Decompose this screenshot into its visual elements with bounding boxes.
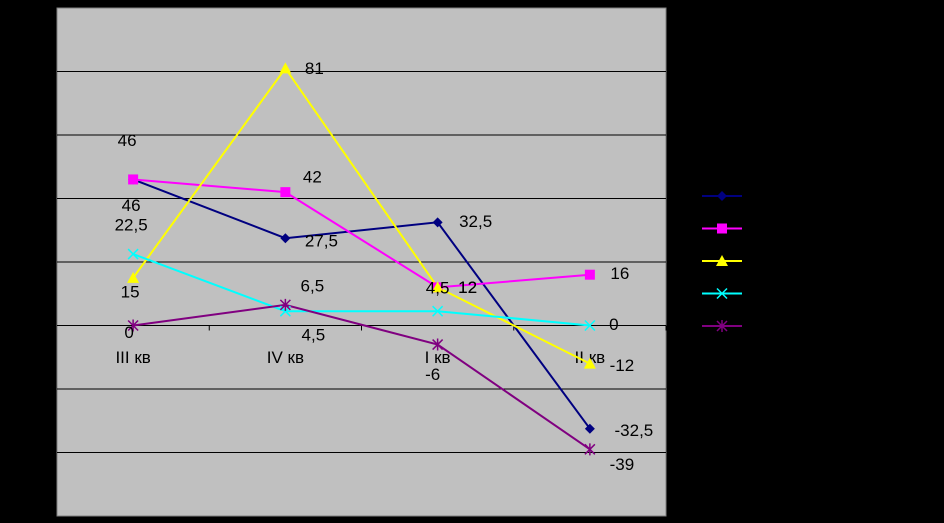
point-marker [432,338,444,351]
point-marker [127,271,140,283]
x-tick-label: III кв [115,348,150,367]
point-marker [128,174,139,185]
data-label: 12 [458,278,477,297]
data-label: 16 [610,264,629,283]
data-label: 27,5 [305,232,338,251]
data-label: -12 [610,356,635,375]
data-label: 4,5 [302,326,326,345]
series-line [132,253,590,327]
data-label: -32,5 [615,421,654,440]
data-label: 12 [458,278,477,297]
legend-marker [716,255,728,266]
legend-marker [716,320,728,332]
x-tick-label: IV кв [267,348,304,367]
data-label: 22,5 [115,216,148,235]
data-label: 46 [122,196,141,215]
data-label: -6 [425,365,440,384]
series-line [132,303,591,451]
legend-marker [717,223,727,234]
data-label: 6,5 [301,276,325,295]
point-marker [583,357,596,369]
data-label: -39 [610,455,635,474]
point-marker [584,269,595,280]
legend-marker [716,287,728,300]
data-label: 15 [121,282,140,301]
point-marker [584,319,596,332]
data-label: 0 [609,315,618,334]
point-marker [127,319,139,332]
point-marker [280,187,291,198]
point-marker [127,248,139,260]
series-line [133,178,590,289]
point-marker [431,281,444,293]
data-label: 0 [124,323,133,342]
data-label: 81 [305,59,324,78]
point-marker [280,233,291,244]
point-marker [432,217,443,228]
x-tick-label: I кв [425,348,451,367]
data-label: 32,5 [459,212,492,231]
series-line [132,66,591,365]
point-marker [432,305,444,317]
legend-marker [717,191,727,201]
point-marker [279,62,292,74]
x-tick-label: II кв [575,348,606,367]
data-label: 42 [303,168,322,187]
point-marker [279,298,291,311]
data-label: 46 [118,131,137,150]
point-marker [584,443,596,456]
data-label: 4,5 [426,279,450,298]
point-marker [584,423,595,434]
